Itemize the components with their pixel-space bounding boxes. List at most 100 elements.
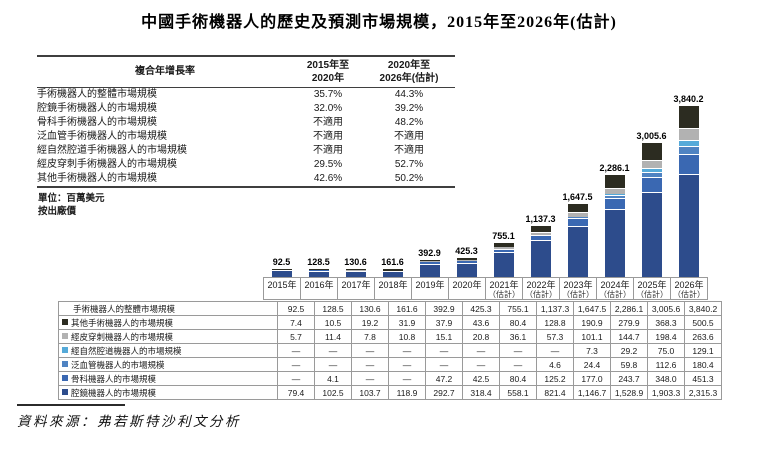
bar-column: 425.3: [448, 94, 485, 277]
stacked-bar: [382, 269, 403, 277]
cell-value: 392.9: [425, 301, 463, 316]
bar-column: 128.5: [300, 94, 337, 277]
bar-column: 3,840.2: [670, 94, 707, 277]
row-label: 腔鏡機器人的市場規模: [58, 385, 278, 400]
year-cell: 2022年 （估計）: [522, 277, 560, 300]
cell-value: —: [499, 357, 537, 372]
cell-value: 20.8: [462, 329, 500, 344]
chart-data-table: 手術機器人的整體市場規模 92.5 128.5 130.6 161.6 392.9 425.…: [58, 301, 722, 400]
table-row: 腔鏡機器人的市場規模 79.4 102.5 103.7 118.9 292.7 318.4 5…: [58, 385, 722, 400]
bar-segment: [271, 270, 292, 277]
year-cell: 2021年 （估計）: [485, 277, 523, 300]
cell-value: 177.0: [573, 371, 611, 386]
source-divider: [17, 404, 125, 406]
row-label-total: 手術機器人的整體市場規模: [58, 301, 278, 316]
bar-segment: [456, 260, 477, 261]
cell-value: —: [499, 343, 537, 358]
legend-swatch: [62, 347, 68, 354]
cagr-row-label: 手術機器人的整體市場規模: [37, 89, 157, 100]
cagr-row: 經皮穿刺手術機器人的市場規模 29.5% 52.7%: [37, 158, 455, 172]
cell-value: 292.7: [425, 385, 463, 400]
bar-column: 1,647.5: [559, 94, 596, 277]
bar-segment: [678, 106, 699, 129]
estimate-note: （估計）: [636, 290, 668, 299]
cell-value: 1,528.9: [610, 385, 648, 400]
cagr-header-line: 2020年至: [387, 60, 431, 71]
bar-segment: [419, 263, 440, 277]
cell-value: 57.3: [536, 329, 574, 344]
stacked-bar-chart: 92.5 128.5 130.6 161.6 392.9 425.3 755.1 1,137.…: [263, 94, 707, 277]
cell-value: 128.5: [314, 301, 352, 316]
estimate-note: （估計）: [525, 290, 557, 299]
bar-segment: [271, 269, 292, 270]
cell-value: —: [351, 357, 389, 372]
bar-segment: [493, 246, 514, 249]
cagr-table-header: 複合年增長率 2015年至 2020年 2020年至 2026年(估計): [37, 57, 455, 88]
bar-segment: [641, 143, 662, 160]
cell-value: 103.7: [351, 385, 389, 400]
bar-segment: [530, 234, 551, 241]
bar-value-label: 92.5: [272, 257, 291, 267]
cagr-row: 經自然腔道手術機器人的市場規模 不適用 不適用: [37, 144, 455, 158]
bar-segment: [567, 203, 588, 213]
bar-column: 755.1: [485, 94, 522, 277]
cell-value: —: [425, 343, 463, 358]
bar-column: 2,286.1: [596, 94, 633, 277]
cagr-row: 腔鏡手術機器人的市場規模 32.0% 39.2%: [37, 102, 455, 116]
cell-value: 37.9: [425, 315, 463, 330]
cagr-value-2020-2026: 52.7%: [394, 159, 424, 170]
bar-segment: [604, 175, 625, 188]
estimate-note: （估計）: [562, 290, 594, 299]
cell-value: 47.2: [425, 371, 463, 386]
cell-value: —: [425, 357, 463, 372]
cell-value: 2,286.1: [610, 301, 648, 316]
cagr-row-label: 其他手術機器人的市場規模: [37, 173, 157, 184]
cell-value: 198.4: [647, 329, 685, 344]
stacked-bar: [271, 269, 292, 277]
stacked-bar: [567, 203, 588, 277]
cagr-value-2015-2020: 不適用: [313, 145, 343, 156]
stacked-bar: [456, 258, 477, 277]
year-label: 2022年: [526, 280, 556, 290]
table-row: 手術機器人的整體市場規模 92.5 128.5 130.6 161.6 392.9 425.…: [58, 301, 722, 316]
stacked-bar: [345, 269, 366, 277]
cell-value: 243.7: [610, 371, 648, 386]
bar-segment: [641, 159, 662, 169]
bar-segment: [382, 271, 403, 277]
cell-value: 129.1: [684, 343, 722, 358]
cell-value: 42.5: [462, 371, 500, 386]
cagr-value-2015-2020: 不適用: [313, 117, 343, 128]
cell-value: 75.0: [647, 343, 685, 358]
cell-value: —: [277, 343, 315, 358]
bar-value-label: 130.6: [344, 257, 367, 267]
cell-value: —: [351, 371, 389, 386]
bar-segment: [678, 173, 699, 277]
bar-segment: [345, 270, 366, 277]
cagr-header-2020-2026: 2020年至 2026年(估計): [363, 59, 455, 85]
stacked-bar: [308, 269, 329, 277]
stacked-bar: [641, 143, 662, 277]
stacked-bar: [678, 106, 699, 277]
year-axis-row: 2015年 2016年 2017年 2018年 2019年 2020年 2021年 （估計） 2…: [263, 277, 708, 300]
cell-value: 7.3: [573, 343, 611, 358]
table-row: 經自然腔道機器人的市場規模 — — — — — — — —7.3 29.2 75.0 129.1: [58, 343, 722, 358]
year-label: 2020年: [452, 280, 482, 290]
stacked-bar: [604, 175, 625, 277]
bar-column: 130.6: [337, 94, 374, 277]
cagr-value-2015-2020: 42.6%: [313, 173, 343, 184]
cagr-header-line: 2026年(估計): [379, 73, 439, 84]
cagr-row: 泛血管手術機器人的市場規模 不適用 不適用: [37, 130, 455, 144]
cell-value: 1,137.3: [536, 301, 574, 316]
table-row: 經皮穿刺機器人的市場規模 5.7 11.4 7.8 10.8 15.1 20.8 36.1 57…: [58, 329, 722, 344]
cell-value: —: [462, 343, 500, 358]
legend-swatch: [62, 333, 68, 340]
bar-segment: [493, 248, 514, 253]
cell-value: 31.9: [388, 315, 426, 330]
year-label: 2019年: [415, 280, 445, 290]
stacked-bar: [419, 259, 440, 277]
estimate-note: （估計）: [673, 290, 705, 299]
cell-value: 263.6: [684, 329, 722, 344]
year-label: 2018年: [378, 280, 408, 290]
cagr-table: 複合年增長率 2015年至 2020年 2020年至 2026年(估計) 手術機…: [37, 55, 455, 188]
unit-note: 單位：百萬美元: [38, 193, 105, 204]
